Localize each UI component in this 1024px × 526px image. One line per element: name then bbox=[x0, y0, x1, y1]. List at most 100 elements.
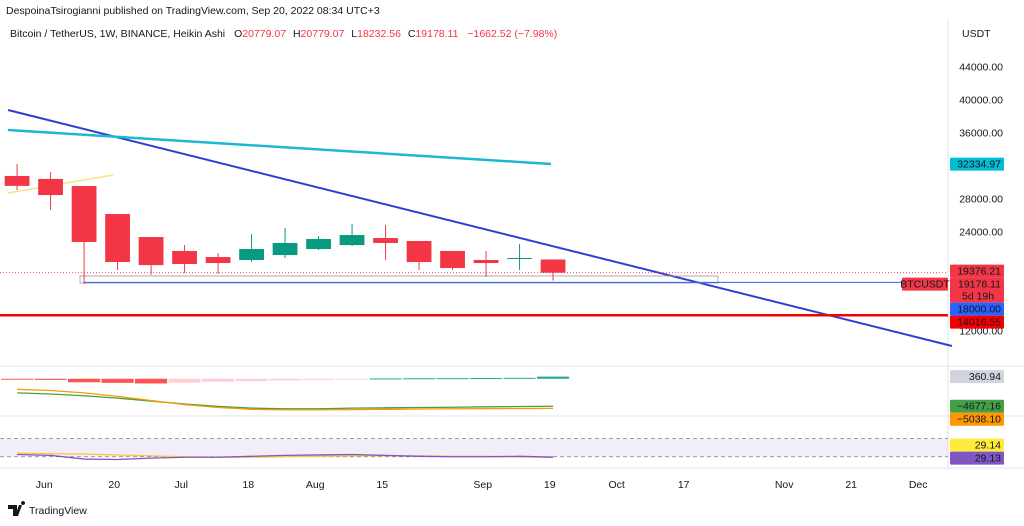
candle-body bbox=[205, 257, 231, 264]
price-badge bbox=[950, 370, 1004, 384]
price-badge bbox=[950, 157, 1004, 171]
histogram-bar bbox=[134, 378, 168, 384]
histogram-bar bbox=[34, 378, 67, 380]
legend-letter: C bbox=[408, 28, 416, 40]
y-tick-label: 44000.00 bbox=[959, 62, 1003, 74]
price-badge-label: 14016.55 bbox=[957, 316, 1001, 328]
price-badge bbox=[950, 315, 1004, 329]
range-box bbox=[79, 275, 719, 284]
candle-body bbox=[373, 238, 398, 243]
x-tick-label: 21 bbox=[845, 479, 857, 491]
legend-letter: L bbox=[351, 28, 357, 40]
symbol-legend: Bitcoin / TetherUS, 1W, BINANCE, Heikin … bbox=[10, 28, 557, 40]
candle-body bbox=[507, 258, 532, 259]
price-badge-label: 32334.97 bbox=[957, 158, 1001, 170]
x-tick-label: Sep bbox=[473, 479, 492, 491]
histogram-bar bbox=[503, 377, 536, 379]
x-tick-label: Nov bbox=[775, 479, 794, 491]
price-badge-label: −5038.10 bbox=[957, 414, 1001, 426]
currency-label: USDT bbox=[962, 28, 991, 40]
legend-low: 18232.56 bbox=[357, 28, 401, 40]
legend-close: 19178.11 bbox=[415, 28, 458, 40]
candle-body bbox=[339, 235, 365, 246]
price-badge bbox=[950, 302, 1004, 316]
histogram-bar bbox=[68, 378, 101, 383]
price-badge bbox=[950, 264, 1004, 278]
y-tick-label: 40000.00 bbox=[959, 95, 1003, 107]
histogram-bar bbox=[436, 378, 469, 380]
histogram-bar bbox=[201, 378, 235, 382]
candle-body bbox=[105, 214, 130, 263]
price-badge bbox=[950, 399, 1004, 413]
candle-body bbox=[440, 250, 465, 268]
publisher-line: DespoinaTsirogianni published on Trading… bbox=[6, 5, 380, 17]
x-tick-label: Dec bbox=[909, 479, 928, 491]
x-tick-label: 20 bbox=[108, 479, 120, 491]
legend-open: 20779.07 bbox=[242, 28, 286, 40]
histogram-bar bbox=[402, 378, 436, 380]
x-tick-label: 18 bbox=[242, 479, 254, 491]
x-tick-label: Jun bbox=[36, 479, 53, 491]
legend-change: −1662.52 (−7.98%) bbox=[467, 28, 557, 40]
price-badge bbox=[950, 412, 1004, 426]
price-badge-label: 19376.21 bbox=[957, 265, 1001, 277]
candle-body bbox=[540, 259, 566, 273]
histogram-bar bbox=[1, 378, 34, 380]
indicator-line bbox=[17, 388, 554, 411]
price-badge-label: 19178.11 bbox=[958, 278, 1001, 290]
price-badge bbox=[950, 451, 1004, 465]
candle-body bbox=[172, 250, 197, 265]
price-badge-label: 18000.00 bbox=[957, 303, 1001, 315]
price-badge-label: 360.94 bbox=[969, 371, 1001, 383]
x-tick-label: 17 bbox=[678, 479, 690, 491]
histogram-bar bbox=[302, 378, 335, 380]
y-tick-label: 12000.00 bbox=[959, 326, 1003, 338]
legend-letter: H bbox=[293, 28, 301, 40]
trendline bbox=[7, 109, 953, 347]
histogram-bar bbox=[469, 378, 503, 380]
x-tick-label: 19 bbox=[544, 479, 556, 491]
rsi-band bbox=[0, 438, 948, 457]
candle-body bbox=[306, 239, 331, 250]
histogram-bar bbox=[101, 378, 134, 383]
histogram-bar bbox=[335, 378, 369, 380]
price-badge bbox=[950, 438, 1004, 452]
x-tick-label: 15 bbox=[376, 479, 388, 491]
histogram-bar bbox=[168, 378, 201, 383]
candle-body bbox=[406, 241, 432, 263]
histogram-bar bbox=[536, 376, 570, 379]
symbol-title: Bitcoin / TetherUS, 1W, BINANCE, Heikin … bbox=[10, 28, 225, 40]
footer: TradingView bbox=[8, 501, 87, 517]
indicator-line bbox=[17, 392, 554, 410]
histogram-bar bbox=[235, 378, 268, 382]
symbol-badge bbox=[902, 277, 948, 291]
candle-body bbox=[71, 186, 97, 242]
legend-letter: O bbox=[234, 28, 242, 40]
histogram-bar bbox=[268, 378, 302, 381]
price-badge bbox=[950, 277, 1004, 303]
x-tick-label: Aug bbox=[306, 479, 325, 491]
candle-body bbox=[138, 237, 164, 266]
brand-logo bbox=[8, 501, 26, 516]
candle-body bbox=[473, 259, 499, 264]
candle-body bbox=[272, 242, 298, 256]
x-tick-label: Jul bbox=[175, 479, 188, 491]
countdown-label: 5d 19h bbox=[962, 290, 994, 302]
legend-high: 20779.07 bbox=[301, 28, 345, 40]
indicator-line bbox=[17, 453, 554, 461]
candle-body bbox=[4, 175, 30, 186]
y-tick-label: 36000.00 bbox=[959, 128, 1003, 140]
trendline bbox=[7, 128, 552, 166]
histogram-bar bbox=[369, 378, 402, 380]
price-badge-label: 29.14 bbox=[975, 439, 1001, 451]
brand-name: TradingView bbox=[29, 505, 87, 517]
symbol-label: BTCUSDT bbox=[900, 278, 950, 290]
price-badge-label: −4677.16 bbox=[957, 401, 1001, 413]
y-tick-label: 24000.00 bbox=[959, 227, 1003, 239]
y-tick-label: 28000.00 bbox=[959, 194, 1003, 206]
x-tick-label: Oct bbox=[609, 479, 625, 491]
candle-body bbox=[239, 249, 264, 260]
candle-body bbox=[38, 178, 63, 196]
price-badge-label: 29.13 bbox=[975, 452, 1001, 464]
